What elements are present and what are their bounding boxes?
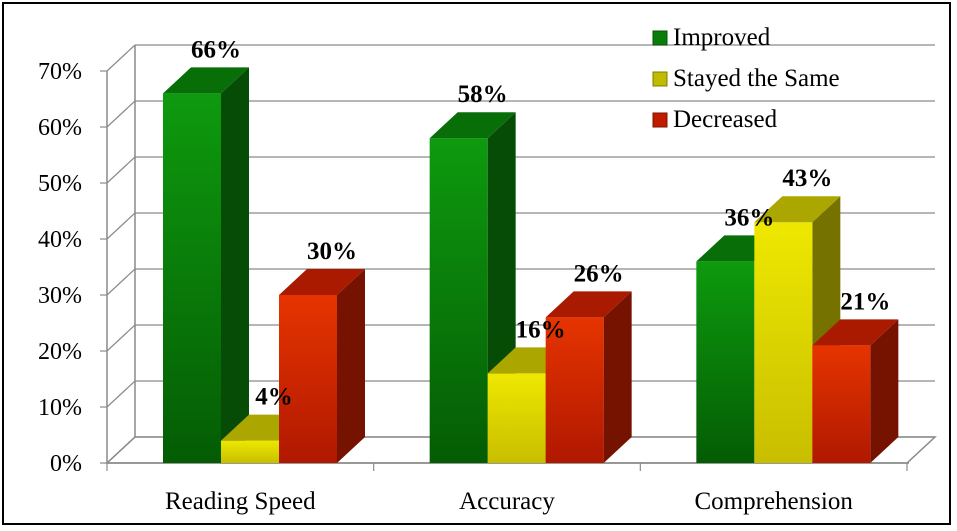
category-label: Comprehension bbox=[695, 488, 854, 515]
bar bbox=[754, 222, 813, 463]
data-label: 21% bbox=[840, 288, 890, 315]
bar-top bbox=[279, 269, 365, 295]
legend: Improved Stayed the Same Decreased bbox=[652, 24, 840, 133]
gridline-diag bbox=[106, 380, 136, 408]
y-tick-label: 70% bbox=[38, 59, 82, 85]
bar-side bbox=[337, 269, 365, 463]
bar bbox=[163, 93, 221, 464]
legend-swatch bbox=[652, 71, 668, 87]
data-label: 4% bbox=[255, 384, 293, 411]
y-tick-label: 50% bbox=[38, 171, 82, 197]
labels-layer: 66% 4% 30% Reading Speed 58% 16% 26% Accuracy 36… bbox=[165, 36, 890, 515]
y-tick-label: 20% bbox=[38, 339, 82, 365]
gridline-diag bbox=[106, 212, 136, 240]
bar-top bbox=[812, 319, 899, 346]
gridline-diag bbox=[106, 156, 136, 184]
data-label: 36% bbox=[724, 204, 774, 231]
bar bbox=[487, 373, 546, 463]
bar bbox=[429, 138, 488, 463]
y-tick-label: 30% bbox=[38, 283, 82, 309]
y-tick-label: 40% bbox=[38, 227, 82, 253]
gridline-diag bbox=[106, 268, 136, 296]
bar-side bbox=[221, 67, 249, 464]
legend-label: Decreased bbox=[673, 106, 778, 133]
bar-side bbox=[603, 291, 632, 463]
legend-swatch bbox=[652, 30, 668, 46]
bar-top bbox=[163, 67, 249, 94]
bar-top bbox=[545, 291, 632, 318]
gridline-diag bbox=[106, 436, 136, 464]
gridline-diag bbox=[106, 100, 136, 128]
bar-side bbox=[870, 319, 899, 463]
y-tick-label: 60% bbox=[38, 115, 82, 141]
bar-top bbox=[429, 112, 516, 139]
bar bbox=[696, 261, 755, 463]
y-tick-label: 10% bbox=[38, 395, 82, 421]
data-label: 43% bbox=[782, 165, 832, 192]
data-label: 58% bbox=[458, 81, 508, 108]
category-label: Reading Speed bbox=[165, 488, 316, 515]
gridline-diag bbox=[106, 324, 136, 352]
bar bbox=[812, 345, 871, 463]
bar-top bbox=[754, 196, 841, 223]
data-label: 26% bbox=[574, 260, 624, 287]
data-label: 30% bbox=[307, 238, 357, 265]
gridline-diag bbox=[106, 44, 136, 72]
bar bbox=[221, 440, 279, 463]
bar bbox=[279, 295, 337, 463]
data-label: 16% bbox=[516, 316, 566, 343]
bars-layer bbox=[163, 67, 899, 464]
category-label: Accuracy bbox=[459, 488, 555, 515]
legend-label: Stayed the Same bbox=[673, 65, 840, 92]
legend-swatch bbox=[652, 112, 668, 128]
data-label: 66% bbox=[191, 36, 241, 63]
bar bbox=[545, 317, 604, 463]
legend-label: Improved bbox=[673, 24, 771, 51]
y-tick-label: 0% bbox=[50, 451, 82, 477]
